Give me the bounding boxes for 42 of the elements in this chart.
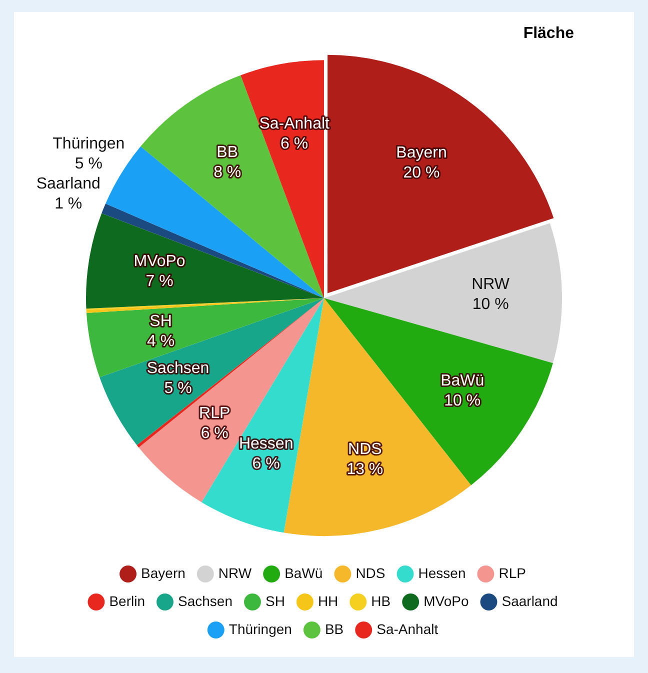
data-label: 4 %: [146, 332, 175, 350]
legend-label: NRW: [218, 564, 252, 581]
slice-label: MVoPo: [134, 252, 186, 270]
chart-title: Fläche: [523, 25, 574, 42]
legend-label: Hessen: [418, 564, 466, 581]
data-label: 10 %: [472, 296, 509, 313]
legend-label: BB: [324, 620, 344, 637]
legend-label: RLP: [498, 564, 526, 581]
legend-label: Bayern: [141, 564, 186, 581]
legend-label: NDS: [356, 564, 386, 581]
data-label: 1 %: [54, 195, 82, 212]
legend-label: MVoPo: [424, 592, 469, 609]
data-label: 8 %: [214, 164, 242, 181]
slice-label: RLP: [199, 405, 230, 422]
slice-label: Thüringen: [52, 135, 125, 152]
data-label: 6 %: [200, 425, 228, 442]
legend-label: Sa-Anhalt: [376, 620, 438, 637]
legend-label: BaWü: [284, 564, 323, 581]
slice-label: BB: [216, 144, 238, 161]
data-label: 13 %: [346, 461, 384, 478]
data-label: 6 %: [252, 456, 280, 473]
data-label: 6 %: [280, 136, 308, 153]
data-label: 10 %: [444, 392, 481, 410]
data-label: 7 %: [146, 272, 174, 290]
data-label: 5 %: [74, 155, 102, 172]
slice-label: NDS: [348, 441, 382, 458]
slice-label: Saarland: [36, 175, 100, 192]
legend-label: HH: [318, 592, 338, 609]
legend-label: SH: [265, 592, 285, 609]
slice-label: Hessen: [238, 436, 294, 453]
slice-label: NRW: [472, 276, 510, 293]
legend-label: Sachsen: [178, 592, 232, 609]
legend-label: Berlin: [109, 592, 146, 609]
slice-label: Sachsen: [146, 360, 210, 377]
slice-label: Bayern: [396, 144, 447, 162]
slice-label: BaWü: [440, 372, 484, 390]
legend-label: Saarland: [502, 592, 558, 609]
slice-label: SH: [150, 312, 172, 330]
data-label: 5 %: [164, 380, 192, 397]
legend-label: Thüringen: [228, 620, 292, 637]
legend-label: HB: [371, 592, 391, 609]
data-label: 20 %: [403, 164, 440, 182]
